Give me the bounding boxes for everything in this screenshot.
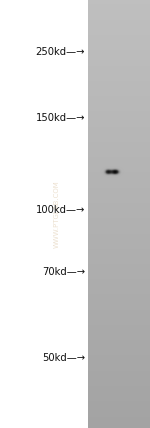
Text: 50kd—→: 50kd—→ [42,353,85,363]
Text: 250kd—→: 250kd—→ [36,47,85,57]
Text: 100kd—→: 100kd—→ [36,205,85,215]
Text: 150kd—→: 150kd—→ [36,113,85,123]
Text: WWW.PTGLAB.COM: WWW.PTGLAB.COM [54,180,60,248]
Text: 70kd—→: 70kd—→ [42,267,85,277]
